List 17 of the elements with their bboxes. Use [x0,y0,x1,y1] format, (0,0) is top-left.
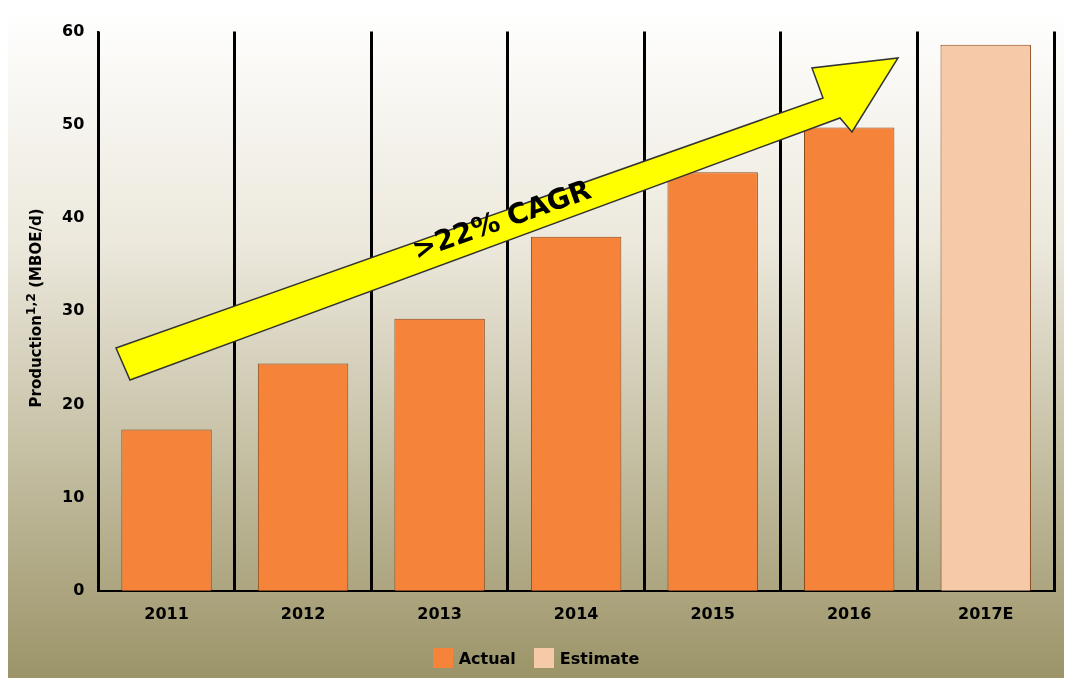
x-tick-label: 2015 [690,603,735,623]
x-tick-label: 2014 [553,603,599,623]
y-tick-label: 0 [73,579,85,599]
y-tick-label: 50 [62,113,85,133]
y-tick-label: 40 [62,207,85,227]
y-tick-label: 20 [62,393,85,413]
x-tick-label: 2011 [144,603,189,623]
y-tick-label: 30 [62,300,85,320]
y-tick-label: 10 [62,486,85,506]
legend-label: Actual [458,648,516,668]
legend-label: Estimate [559,648,640,668]
y-tick-label: 60 [62,20,85,40]
annotation: >22% CAGR [407,172,596,267]
x-tick-label: 2017E [958,603,1014,623]
x-tick-label: 2013 [417,603,462,623]
x-tick-label: 2012 [280,603,326,623]
x-tick-label: 2016 [826,603,872,623]
